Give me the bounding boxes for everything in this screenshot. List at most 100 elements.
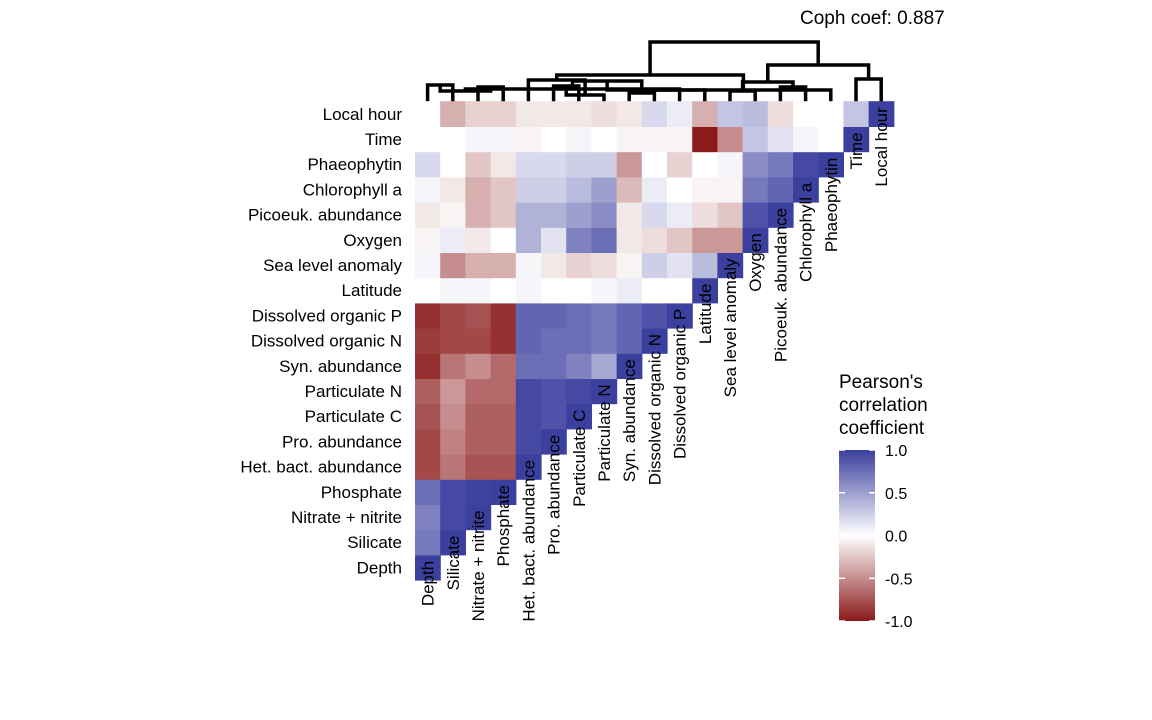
- dendrogram-branch-17: [766, 63, 871, 82]
- heatmap-cell-particulate-n-depth: [415, 378, 441, 405]
- heatmap-cell-time-particulate-c: [566, 126, 592, 153]
- heatmap-cell-syn-abundance-silicate: [440, 353, 466, 379]
- heatmap-cell-phaeophytin-nitrate-nitrite: [465, 151, 492, 178]
- heatmap-cell-het-bact-abundance-het-bact-abundance: [515, 454, 542, 480]
- heatmap-cell-dissolved-organic-n-silicate: [440, 328, 466, 354]
- heatmap-cell-dissolved-organic-n-particulate-n: [591, 328, 618, 354]
- heatmap-cell-chlorophyll-a-picoeuk-abundance: [767, 176, 794, 203]
- heatmap-cell-chlorophyll-a-particulate-c: [566, 176, 592, 203]
- heatmap-cell-time-pro-abundance: [541, 126, 567, 153]
- heatmap-cell-latitude-dissolved-organic-n: [641, 277, 668, 304]
- heatmap-cell-oxygen-latitude: [692, 227, 718, 253]
- heatmap-cell-het-bact-abundance-depth: [415, 454, 441, 480]
- heatmap-cell-latitude-particulate-n: [591, 277, 618, 304]
- heatmap-cell-picoeuk-abundance-syn-abundance: [616, 202, 643, 228]
- heatmap-cell-particulate-c-pro-abundance: [541, 403, 567, 430]
- legend-title-line-3: coefficient: [839, 418, 925, 439]
- heatmap-cell-sea-level-anomaly-syn-abundance: [616, 252, 643, 279]
- heatmap-cell-sea-level-anomaly-dissolved-organic-p: [667, 252, 693, 279]
- heatmap-cell-phaeophytin-sea-level-anomaly: [717, 151, 744, 178]
- heatmap-cell-syn-abundance-nitrate-nitrite: [465, 353, 492, 379]
- heatmap-cell-time-nitrate-nitrite: [465, 126, 492, 153]
- legend-title-line-2: correlation: [839, 395, 928, 416]
- heatmap-cell-time-latitude: [692, 126, 718, 153]
- heatmap-cell-oxygen-silicate: [440, 227, 466, 253]
- heatmap-cell-phaeophytin-dissolved-organic-p: [667, 151, 693, 178]
- heatmap-cell-local-hour-local-hour: [868, 101, 895, 127]
- heatmap-cell-chlorophyll-a-pro-abundance: [541, 176, 567, 203]
- heatmap-cell-sea-level-anomaly-nitrate-nitrite: [465, 252, 492, 279]
- heatmap-cell-picoeuk-abundance-latitude: [692, 202, 718, 228]
- heatmap-cell-latitude-dissolved-organic-p: [667, 277, 693, 304]
- legend-title-line-1: Pearson's: [839, 372, 923, 393]
- legend-tick-label-0: 1.0: [885, 443, 907, 460]
- heatmap-cell-dissolved-organic-p-het-bact-abundance: [515, 302, 542, 329]
- row-label-chlorophyll-a: Chlorophyll a: [303, 180, 403, 199]
- dendrogram-branch-13: [655, 88, 833, 103]
- heatmap-cell-local-hour-oxygen: [742, 101, 769, 127]
- heatmap-cell-picoeuk-abundance-pro-abundance: [541, 202, 567, 228]
- dendrogram: [425, 40, 883, 103]
- heatmap-cell-local-hour-pro-abundance: [541, 101, 567, 127]
- row-label-time: Time: [365, 130, 402, 149]
- column-label-het-bact-abundance: Het. bact. abundance: [519, 460, 538, 622]
- legend-tick-label-4: -1.0: [885, 614, 913, 631]
- heatmap-cell-pro-abundance-pro-abundance: [541, 428, 567, 455]
- heatmap-cell-dissolved-organic-n-dissolved-organic-n: [641, 328, 668, 354]
- heatmap-cell-nitrate-nitrite-nitrate-nitrite: [465, 504, 492, 531]
- heatmap-cell-dissolved-organic-n-depth: [415, 328, 441, 354]
- heatmap-cell-latitude-latitude: [692, 277, 718, 304]
- heatmap-cell-time-dissolved-organic-p: [667, 126, 693, 153]
- heatmap-cell-phaeophytin-phaeophytin: [818, 151, 844, 178]
- heatmap-cell-latitude-het-bact-abundance: [515, 277, 542, 304]
- heatmap-cell-syn-abundance-depth: [415, 353, 441, 379]
- heatmap-cell-dissolved-organic-p-pro-abundance: [541, 302, 567, 329]
- heatmap-cell-phaeophytin-syn-abundance: [616, 151, 643, 178]
- heatmap-cell-chlorophyll-a-chlorophyll-a: [793, 176, 819, 203]
- heatmap-cell-nitrate-nitrite-silicate: [440, 504, 466, 531]
- column-label-chlorophyll-a: Chlorophyll a: [797, 182, 816, 282]
- row-label-phosphate: Phosphate: [321, 483, 402, 502]
- heatmap-cell-pro-abundance-phosphate: [490, 428, 517, 455]
- heatmap-cell-time-time: [843, 126, 870, 153]
- row-label-oxygen: Oxygen: [343, 231, 402, 250]
- heatmap-cell-picoeuk-abundance-depth: [415, 202, 441, 228]
- column-label-phaeophytin: Phaeophytin: [822, 158, 841, 253]
- heatmap-cell-time-depth: [415, 126, 441, 153]
- row-label-latitude: Latitude: [342, 281, 403, 300]
- heatmap-cell-local-hour-time: [843, 101, 870, 127]
- legend-ticks: 1.0 0.5 0.0 -0.5 -1.0: [839, 443, 913, 631]
- heatmap-cell-het-bact-abundance-nitrate-nitrite: [465, 454, 492, 480]
- heatmap-cell-phosphate-depth: [415, 479, 441, 505]
- heatmap-cell-phaeophytin-het-bact-abundance: [515, 151, 542, 178]
- column-label-phosphate: Phosphate: [494, 485, 513, 566]
- heatmap-cell-chlorophyll-a-nitrate-nitrite: [465, 176, 492, 203]
- heatmap-cell-time-het-bact-abundance: [515, 126, 542, 153]
- heatmap-cell-picoeuk-abundance-nitrate-nitrite: [465, 202, 492, 228]
- heatmap-cell-latitude-silicate: [440, 277, 466, 304]
- row-labels: Local hour Time Phaeophytin Chlorophyll a Pi…: [240, 105, 402, 578]
- row-label-syn-abundance: Syn. abundance: [279, 357, 402, 376]
- heatmap-cell-oxygen-syn-abundance: [616, 227, 643, 253]
- heatmap-cell-dissolved-organic-n-pro-abundance: [541, 328, 567, 354]
- heatmap-cell-oxygen-particulate-n: [591, 227, 618, 253]
- heatmap-cell-chlorophyll-a-syn-abundance: [616, 176, 643, 203]
- heatmap-cell-sea-level-anomaly-phosphate: [490, 252, 517, 279]
- heatmap-cell-picoeuk-abundance-dissolved-organic-p: [667, 202, 693, 228]
- heatmap-cell-dissolved-organic-n-phosphate: [490, 328, 517, 354]
- heatmap-cell-oxygen-nitrate-nitrite: [465, 227, 492, 253]
- heatmap-cell-local-hour-dissolved-organic-p: [667, 101, 693, 127]
- heatmap-cell-chlorophyll-a-oxygen: [742, 176, 769, 203]
- heatmap-cell-local-hour-silicate: [440, 101, 466, 127]
- heatmap-cell-phaeophytin-dissolved-organic-n: [641, 151, 668, 178]
- heatmap-cell-latitude-pro-abundance: [541, 277, 567, 304]
- heatmap-cell-local-hour-chlorophyll-a: [793, 101, 819, 127]
- heatmap-cell-local-hour-particulate-n: [591, 101, 618, 127]
- row-label-sea-level-anomaly: Sea level anomaly: [263, 256, 402, 275]
- heatmap-cell-syn-abundance-phosphate: [490, 353, 517, 379]
- heatmap-cell-silicate-depth: [415, 529, 441, 556]
- row-label-silicate: Silicate: [347, 533, 402, 552]
- legend-tick-label-1: 0.5: [885, 486, 907, 503]
- heatmap-cell-dissolved-organic-p-syn-abundance: [616, 302, 643, 329]
- heatmap-cell-particulate-c-nitrate-nitrite: [465, 403, 492, 430]
